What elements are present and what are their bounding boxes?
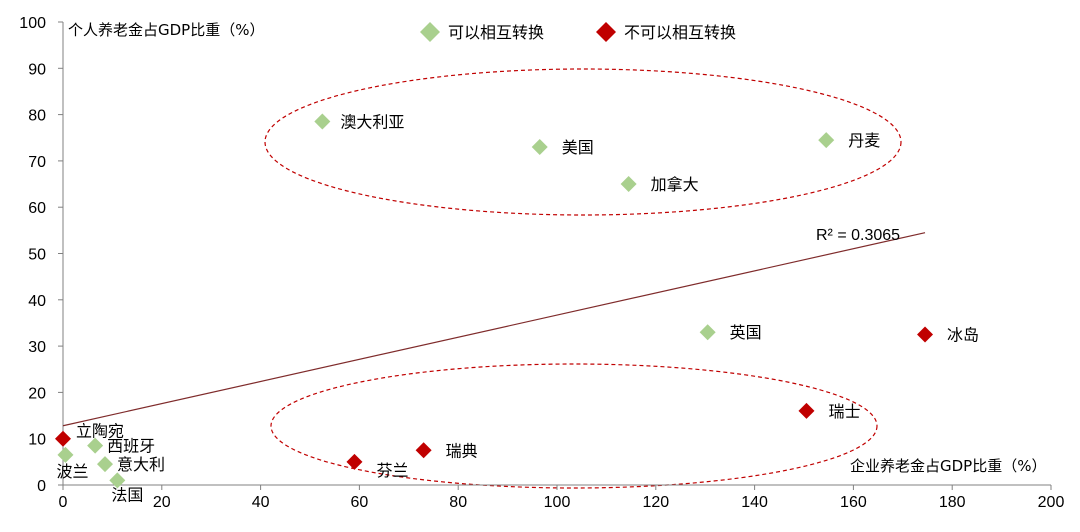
- x-tick-label: 80: [449, 494, 467, 511]
- data-point-marker: [917, 326, 934, 343]
- data-point-marker: [109, 472, 126, 489]
- data-point-marker: [55, 430, 71, 447]
- trendline-group: [62, 232, 926, 427]
- x-tick-label: 140: [741, 494, 768, 511]
- legend-label: 不可以相互转换: [624, 23, 736, 42]
- axes: 0 10 20 30 40 50 60 70 80 90 100 0 20 40 60 80 100 120 140…: [19, 15, 1064, 511]
- data-point-marker: [818, 132, 835, 149]
- data-point-label: 立陶宛: [76, 422, 124, 441]
- data-point-marker: [415, 442, 432, 459]
- x-tick-label: 60: [351, 494, 369, 511]
- highlight-ellipse-bottom: [270, 363, 878, 489]
- data-points: [55, 113, 934, 489]
- x-tick-label: 120: [642, 494, 669, 511]
- data-point-label: 英国: [730, 323, 762, 342]
- y-tick-label: 70: [28, 154, 46, 171]
- r-squared-annotation: R² = 0.3065: [816, 227, 900, 244]
- y-axis-title: 个人养老金占GDP比重（%）: [68, 21, 264, 39]
- data-point-marker: [96, 456, 113, 473]
- x-tick-label: 200: [1038, 494, 1065, 511]
- y-tick-label: 0: [37, 478, 46, 495]
- data-point-label: 丹麦: [848, 131, 880, 150]
- data-point-label: 冰岛: [947, 326, 979, 345]
- data-point-marker: [620, 176, 637, 193]
- legend-label: 可以相互转换: [448, 23, 544, 42]
- data-point-label: 芬兰: [376, 461, 408, 480]
- data-point-label: 美国: [562, 138, 594, 157]
- x-tick-label: 40: [252, 494, 270, 511]
- y-tick-label: 80: [28, 108, 46, 125]
- y-tick-label: 10: [28, 432, 46, 449]
- data-point-label: 瑞士: [828, 402, 860, 421]
- x-tick-label: 20: [153, 494, 171, 511]
- legend: 可以相互转换 不可以相互转换: [420, 22, 736, 42]
- x-axis-title: 企业养老金占GDP比重（%）: [850, 457, 1046, 475]
- y-tick-label: 30: [28, 339, 46, 356]
- trendline: [62, 232, 926, 427]
- highlight-ellipses: [264, 68, 902, 489]
- legend-marker: [420, 22, 440, 42]
- y-tick-label: 90: [28, 61, 46, 78]
- y-tick-label: 60: [28, 200, 46, 217]
- data-point-label: 澳大利亚: [340, 113, 404, 132]
- highlight-ellipse-top: [264, 68, 902, 216]
- data-point-marker: [346, 453, 363, 470]
- data-point-label: 法国: [111, 485, 143, 504]
- data-point-label: 意大利: [117, 455, 165, 474]
- data-point-marker: [87, 437, 104, 454]
- x-tick-label: 180: [939, 494, 966, 511]
- legend-marker: [596, 22, 616, 42]
- data-point-label: 西班牙: [107, 437, 155, 456]
- data-point-marker: [57, 446, 74, 463]
- data-point-marker: [699, 324, 716, 341]
- data-point-marker: [798, 402, 815, 419]
- x-tick-label: 160: [840, 494, 867, 511]
- data-point-label: 波兰: [56, 462, 88, 481]
- x-tick-label: 0: [59, 494, 68, 511]
- y-tick-label: 50: [28, 247, 46, 264]
- data-point-marker: [531, 139, 548, 156]
- data-point-label: 瑞典: [446, 441, 478, 460]
- y-tick-label: 100: [19, 15, 46, 32]
- x-tick-label: 100: [544, 494, 571, 511]
- data-point-marker: [314, 113, 331, 130]
- y-tick-label: 20: [28, 385, 46, 402]
- data-point-label: 加拿大: [651, 175, 699, 194]
- y-tick-label: 40: [28, 293, 46, 310]
